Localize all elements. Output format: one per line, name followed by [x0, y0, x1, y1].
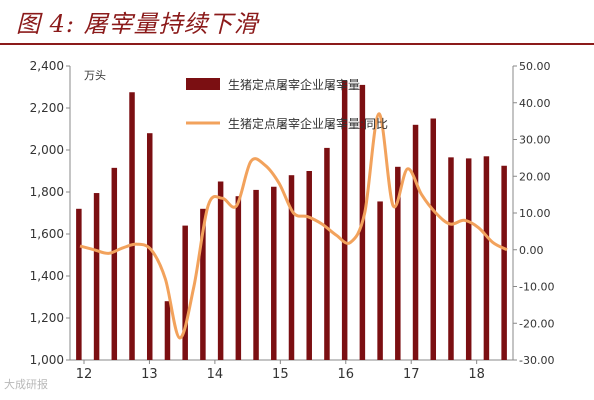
bar — [111, 167, 118, 360]
x-tick-label: 15 — [272, 367, 289, 382]
y-left-tick-label: 2,000 — [30, 143, 64, 157]
y-right-tick-label: -30.00 — [519, 354, 554, 367]
bar — [182, 225, 188, 360]
bar — [76, 208, 82, 360]
bar — [377, 201, 383, 360]
y-right-tick-label: -10.00 — [519, 281, 554, 294]
y-right-tick-label: 30.00 — [519, 134, 551, 147]
bar — [235, 196, 242, 360]
y-right-tick-label: 10.00 — [519, 207, 551, 220]
y-right-tick-label: 40.00 — [519, 97, 551, 110]
legend-label-line: 生猪定点屠宰企业屠宰量:同比 — [228, 116, 388, 131]
figure-title: 图 4: 屠宰量持续下滑 — [16, 10, 259, 38]
legend-label-bar: 生猪定点屠宰企业屠宰量 — [228, 77, 360, 92]
y-left-tick-label: 1,200 — [30, 311, 64, 325]
y-right-tick-label: 50.00 — [519, 60, 551, 73]
y-right-tick-label: 0.00 — [519, 244, 544, 257]
bar — [93, 193, 100, 360]
bar — [253, 189, 259, 360]
x-tick-label: 18 — [468, 367, 485, 382]
x-tick-label: 16 — [337, 367, 354, 382]
y-left-tick-label: 2,200 — [30, 101, 64, 115]
bar — [395, 166, 401, 360]
bar — [164, 301, 171, 360]
bar — [412, 124, 419, 360]
bar — [200, 208, 206, 360]
yoy-line — [79, 112, 508, 340]
title-underline — [0, 43, 594, 45]
x-tick-label: 17 — [403, 367, 420, 382]
bar — [465, 158, 472, 360]
bar — [129, 92, 135, 360]
x-tick-label: 12 — [76, 367, 93, 382]
line-layer — [79, 112, 508, 340]
bar — [288, 175, 295, 360]
y-left-tick-label: 1,600 — [30, 227, 64, 241]
y-left-tick-label: 2,400 — [30, 59, 64, 73]
y-left-unit-label: 万头 — [84, 69, 106, 82]
y-left-tick-label: 1,000 — [30, 353, 64, 367]
y-right-tick-label: -20.00 — [519, 317, 554, 330]
bar — [448, 157, 454, 360]
bar — [306, 171, 312, 360]
bar — [341, 80, 348, 360]
bar — [271, 186, 277, 360]
bar — [217, 181, 224, 360]
bar — [483, 156, 490, 360]
tick-labels-layer: 1,000 1,200 1,400 1,600 1,800 2,000 2,200 2,400… — [30, 59, 555, 382]
x-tick-label: 14 — [207, 367, 224, 382]
bars-layer — [76, 80, 507, 361]
y-left-tick-label: 1,400 — [30, 269, 64, 283]
y-left-tick-label: 1,800 — [30, 185, 64, 199]
bar — [501, 165, 507, 360]
watermark: 大成研报 — [4, 378, 48, 391]
legend-swatch-bar — [186, 78, 220, 90]
y-right-tick-label: 20.00 — [519, 170, 551, 183]
bar — [324, 147, 330, 360]
x-tick-label: 13 — [141, 367, 158, 382]
bar — [430, 118, 437, 360]
